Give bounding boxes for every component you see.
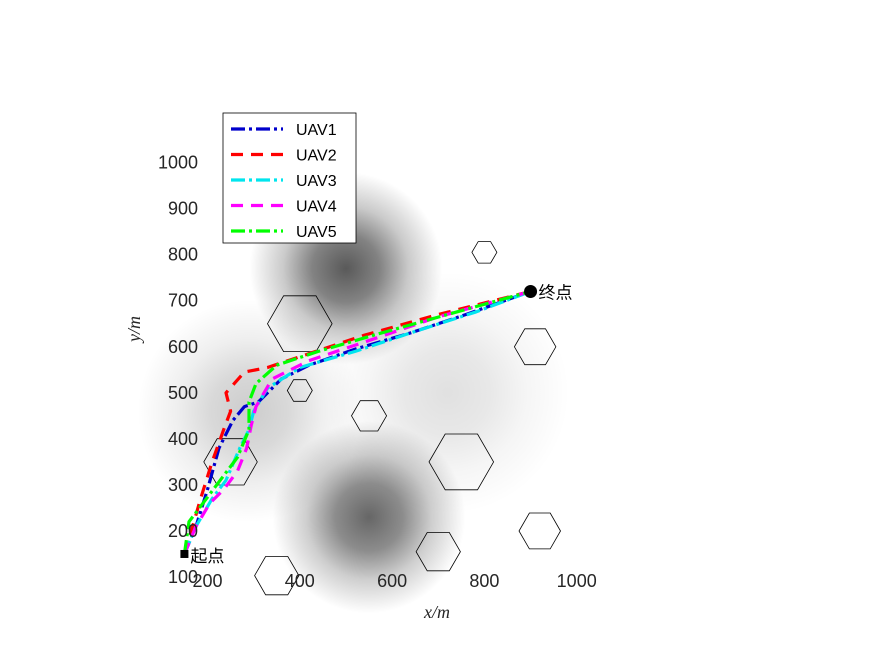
- y-tick-label: 600: [168, 337, 198, 357]
- x-tick-label: 200: [192, 571, 222, 591]
- obstacle-hexagon: [415, 532, 461, 572]
- x-tick-label: 1000: [557, 571, 597, 591]
- start-marker: [180, 549, 189, 558]
- x-axis-label: x/m: [423, 602, 450, 622]
- obstacle-layer: [203, 241, 561, 596]
- legend-label-uav4: UAV4: [296, 199, 337, 216]
- y-tick-label: 500: [168, 383, 198, 403]
- x-tick-label: 400: [285, 571, 315, 591]
- legend-label-uav1: UAV1: [296, 122, 337, 139]
- y-tick-label: 700: [168, 291, 198, 311]
- start-goal-markers: 起点 终点: [180, 283, 573, 567]
- goal-label: 终点: [539, 283, 573, 303]
- legend-label-uav5: UAV5: [296, 224, 337, 241]
- obstacle-hexagon: [471, 241, 498, 264]
- y-tick-label: 300: [168, 475, 198, 495]
- y-axis-ticks: 100 200 300 400 500 600 700 800 900 1000: [158, 153, 198, 587]
- y-tick-label: 900: [168, 199, 198, 219]
- series-line-uav4: [182, 289, 531, 555]
- obstacle-hexagon: [351, 400, 388, 432]
- obstacle-hexagon: [513, 328, 557, 366]
- legend-label-uav3: UAV3: [296, 173, 337, 190]
- x-tick-label: 800: [469, 571, 499, 591]
- terrain-peak: [325, 271, 570, 515]
- series-line-uav5: [182, 289, 531, 555]
- series-line-uav2: [182, 289, 531, 555]
- y-tick-label: 100: [168, 567, 198, 587]
- y-tick-label: 1000: [158, 153, 198, 173]
- obstacle-hexagon: [286, 379, 313, 402]
- obstacle-hexagon: [254, 556, 300, 596]
- y-tick-label: 200: [168, 521, 198, 541]
- y-axis-label: y/m: [124, 316, 144, 344]
- obstacle-hexagon: [518, 512, 561, 550]
- legend: UAV1 UAV2 UAV3 UAV4 UAV5: [222, 112, 357, 244]
- goal-marker: [524, 284, 538, 298]
- obstacle-hexagon: [428, 433, 495, 491]
- legend-label-uav2: UAV2: [296, 148, 337, 165]
- y-tick-label: 800: [168, 245, 198, 265]
- x-tick-label: 600: [377, 571, 407, 591]
- y-tick-label: 400: [168, 429, 198, 449]
- x-axis-ticks: 200 400 600 800 1000: [192, 571, 596, 591]
- uav-paths: [182, 289, 532, 555]
- start-label: 起点: [190, 547, 224, 567]
- legend-box: [222, 112, 357, 244]
